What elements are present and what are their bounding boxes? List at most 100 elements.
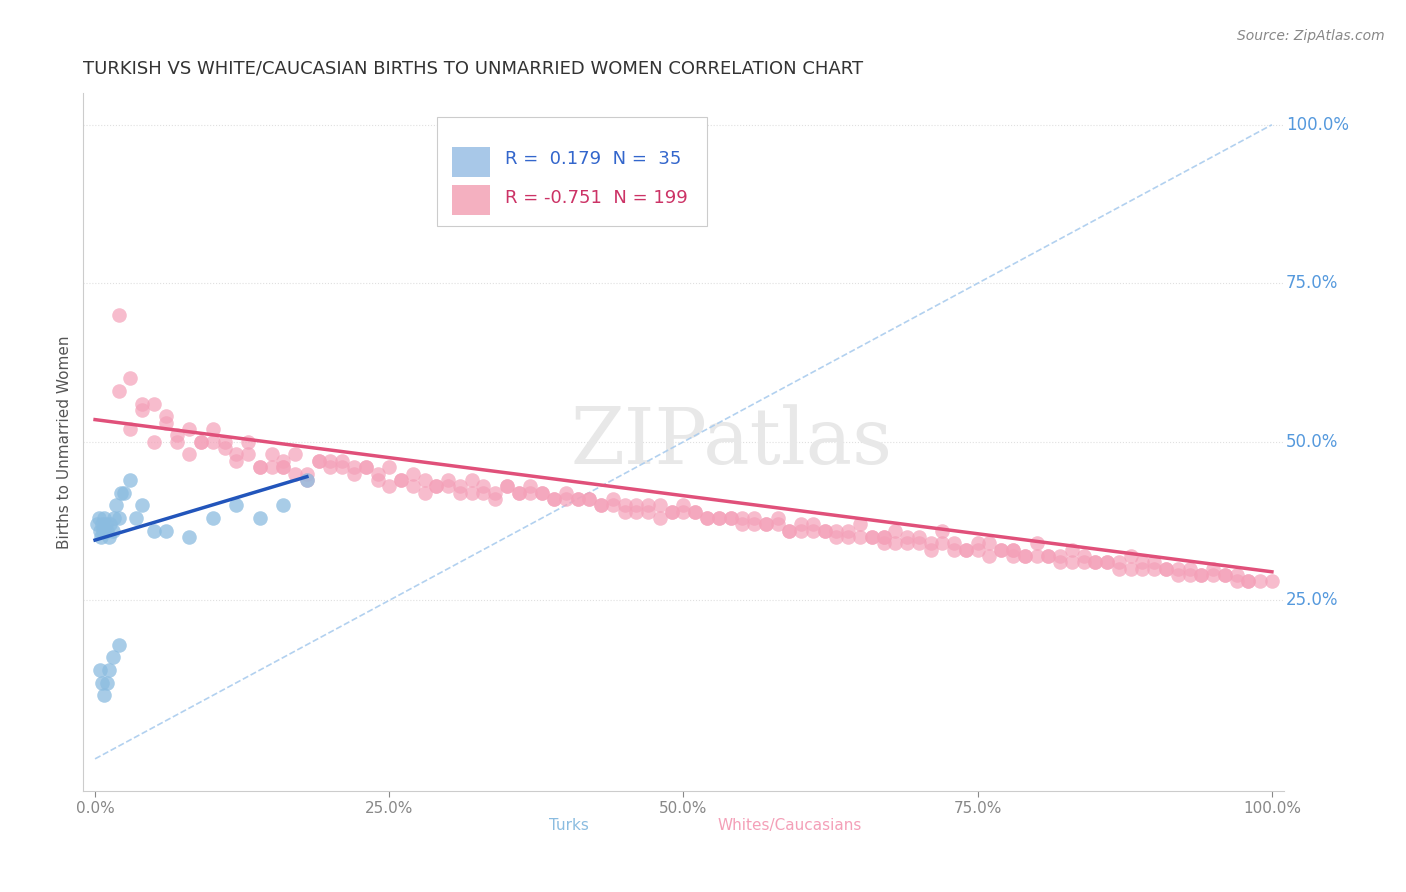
Point (766, 511, 789, 525)
Point (1001, 542, 1024, 557)
Point (378, 479, 401, 493)
Point (943, 542, 966, 557)
Point (1108, 555, 1130, 569)
Point (190, 434, 212, 449)
Point (872, 530, 894, 544)
Point (849, 517, 872, 532)
Point (1001, 549, 1024, 563)
Point (731, 517, 754, 532)
Point (90, 530, 112, 544)
Bar (451, 147, 491, 177)
Point (637, 504, 659, 518)
Point (110, 485, 132, 500)
Point (567, 491, 589, 506)
Point (778, 524, 800, 538)
Point (249, 460, 271, 475)
Point (990, 542, 1012, 557)
Point (1132, 561, 1154, 575)
Point (201, 511, 224, 525)
Point (472, 479, 495, 493)
Point (330, 460, 353, 475)
Point (273, 460, 295, 475)
Point (354, 460, 377, 475)
Point (920, 542, 942, 557)
Point (766, 517, 789, 532)
Point (1202, 561, 1225, 575)
Point (591, 498, 613, 512)
Point (519, 485, 541, 500)
Point (155, 409, 177, 424)
Point (578, 491, 600, 506)
Bar (516, 815, 541, 836)
Point (101, 650, 124, 665)
Point (260, 460, 283, 475)
Bar (683, 815, 710, 836)
Point (742, 517, 765, 532)
Point (91, 524, 114, 538)
Point (1202, 568, 1225, 582)
Point (591, 498, 613, 512)
Point (1038, 549, 1060, 563)
Point (860, 530, 883, 544)
Point (166, 434, 188, 449)
Point (142, 397, 165, 411)
Point (96, 524, 118, 538)
Point (284, 467, 307, 481)
Text: R =  0.179  N =  35: R = 0.179 N = 35 (505, 151, 681, 169)
Point (131, 397, 153, 411)
Point (707, 511, 730, 525)
Point (1049, 549, 1071, 563)
Point (1237, 574, 1260, 589)
Point (93, 689, 115, 703)
Point (319, 460, 342, 475)
Point (1261, 574, 1284, 589)
Point (508, 485, 530, 500)
Text: 75.0%: 75.0% (1286, 274, 1339, 293)
Point (295, 473, 318, 487)
Point (98, 530, 121, 544)
Point (107, 638, 129, 652)
Point (860, 530, 883, 544)
Point (661, 504, 683, 518)
Point (1178, 568, 1201, 582)
Point (378, 460, 401, 475)
Point (308, 454, 330, 468)
Point (531, 485, 554, 500)
Point (89, 524, 111, 538)
Point (872, 536, 894, 550)
Point (837, 530, 859, 544)
Point (1014, 549, 1036, 563)
Point (613, 498, 636, 512)
Point (142, 434, 165, 449)
Point (519, 479, 541, 493)
Point (1119, 561, 1142, 575)
Point (943, 536, 966, 550)
Point (896, 530, 918, 544)
Point (179, 530, 201, 544)
Point (648, 498, 671, 512)
Point (1060, 555, 1083, 569)
Point (295, 473, 318, 487)
Point (249, 511, 271, 525)
Point (273, 460, 295, 475)
Point (343, 460, 366, 475)
Point (225, 498, 247, 512)
Point (731, 511, 754, 525)
Point (114, 485, 136, 500)
Point (319, 454, 342, 468)
Point (814, 524, 837, 538)
Point (872, 530, 894, 544)
Point (1073, 549, 1095, 563)
Point (908, 530, 931, 544)
Point (125, 511, 148, 525)
Point (93, 511, 115, 525)
Point (1178, 561, 1201, 575)
Point (755, 517, 778, 532)
Point (602, 491, 624, 506)
Point (1084, 555, 1107, 569)
Point (1073, 555, 1095, 569)
Point (389, 473, 412, 487)
Point (1025, 536, 1047, 550)
Point (155, 524, 177, 538)
Point (1132, 555, 1154, 569)
